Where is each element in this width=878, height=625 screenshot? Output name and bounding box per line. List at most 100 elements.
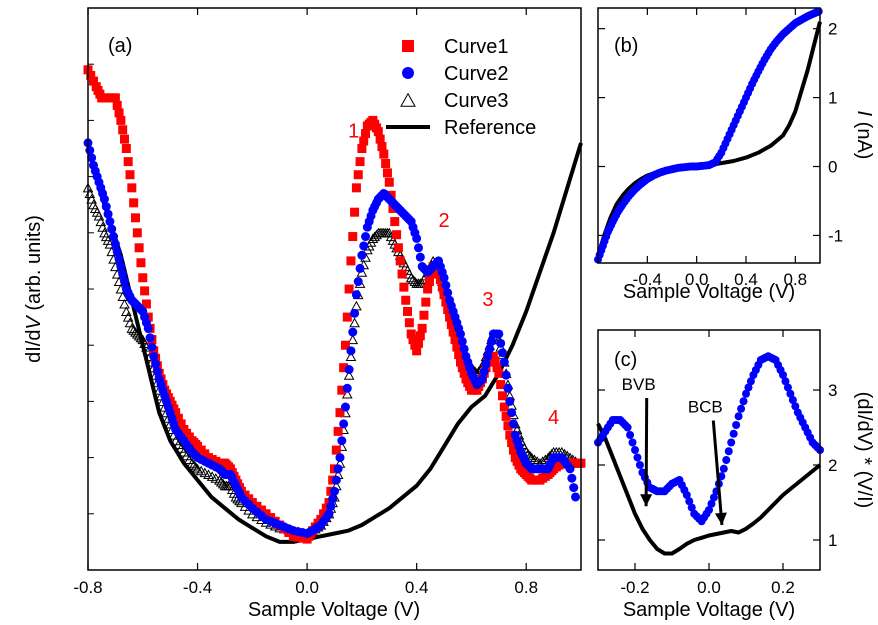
panel-b-y-axis-label: I (nA): [853, 111, 875, 160]
marker-blue: [685, 497, 694, 506]
marker-curve2: [494, 329, 504, 339]
marker-curve1: [488, 351, 498, 361]
peak-label: 3: [482, 289, 493, 311]
marker-curve1: [507, 438, 517, 448]
marker-curve1: [403, 306, 413, 316]
marker-curve1: [114, 108, 124, 118]
marker-blue: [734, 412, 743, 421]
marker-blue: [623, 423, 632, 432]
marker-curve2: [483, 351, 493, 361]
y-tick-label: 2: [828, 456, 837, 475]
marker-curve1: [346, 256, 356, 266]
marker-curve2: [412, 233, 422, 243]
marker-curve1: [401, 295, 411, 305]
marker-curve2: [455, 329, 465, 339]
marker-curve1: [459, 368, 469, 378]
series-line-black: [596, 422, 822, 556]
marker-curve2: [116, 262, 126, 272]
marker-curve2: [346, 346, 356, 356]
panel-c-annotations: BVB BCB: [622, 375, 727, 526]
marker-curve2: [503, 383, 513, 393]
marker-curve2: [87, 153, 97, 163]
marker-blue: [727, 438, 736, 447]
marker-curve1: [112, 100, 122, 110]
marker-curve2: [569, 483, 579, 493]
marker-curve1: [419, 310, 429, 320]
marker-curve2: [487, 336, 497, 346]
marker-curve2: [145, 333, 155, 343]
panel-c-label: (c): [614, 349, 637, 371]
legend-marker: [402, 40, 414, 52]
marker-curve3: [351, 300, 362, 311]
marker-curve2: [110, 239, 120, 249]
marker-curve3: [215, 476, 227, 487]
y-tick-label: -1: [828, 226, 843, 245]
marker-curve1: [337, 385, 347, 395]
marker-curve1: [110, 93, 120, 103]
marker-curve1: [499, 402, 509, 412]
marker-curve3: [130, 327, 141, 337]
marker-curve3: [97, 222, 108, 232]
marker-curve1: [353, 170, 363, 180]
marker-curve1: [443, 305, 453, 315]
marker-curve2: [324, 509, 334, 519]
series-line-reference: [91, 142, 583, 544]
marker-curve2: [331, 475, 341, 485]
marker-curve1: [452, 342, 462, 352]
annotation-arrow: [711, 420, 724, 526]
marker-curve2: [571, 492, 581, 502]
marker-curve3: [347, 334, 359, 345]
marker-curve2: [328, 494, 338, 504]
marker-curve2: [149, 351, 159, 361]
marker-blue: [791, 402, 800, 411]
peak-label: 1: [348, 120, 359, 142]
annotation-label: BCB: [688, 398, 723, 417]
marker-blue: [682, 491, 691, 499]
marker-blue: [705, 506, 713, 514]
marker-curve2: [497, 348, 507, 358]
marker-curve2: [415, 252, 425, 262]
marker-curve2: [333, 464, 343, 474]
marker-curve2: [508, 419, 518, 429]
marker-curve2: [459, 344, 469, 354]
marker-curve1: [344, 284, 354, 294]
marker-curve3: [128, 325, 139, 335]
x-tick-label: 0.2: [771, 578, 795, 597]
marker-curve1: [423, 284, 433, 294]
marker-curve2: [501, 370, 511, 380]
y-tick-label: 1: [828, 531, 837, 550]
marker-curve2: [118, 269, 128, 279]
marker-curve2: [496, 338, 506, 348]
marker-curve1: [508, 445, 518, 455]
marker-curve2: [107, 224, 117, 234]
marker-curve2: [103, 209, 113, 219]
marker-curve2: [114, 254, 124, 264]
marker-blue: [742, 389, 750, 398]
marker-curve3: [84, 188, 96, 199]
marker-curve2: [479, 366, 489, 376]
marker-curve1: [361, 129, 371, 139]
marker-curve1: [408, 335, 418, 345]
marker-blue: [633, 453, 642, 462]
marker-curve1: [321, 503, 331, 513]
marker-curve1: [348, 232, 358, 242]
marker-curve1: [384, 177, 394, 187]
marker-blue: [786, 389, 795, 398]
peak-label: 4: [548, 407, 559, 429]
marker-curve2: [337, 436, 347, 446]
marker-curve1: [492, 363, 502, 373]
marker-curve1: [379, 149, 389, 159]
marker-curve1: [134, 243, 144, 253]
marker-curve2: [355, 263, 365, 273]
marker-curve1: [116, 115, 126, 125]
x-tick-label: 0.8: [514, 578, 538, 597]
marker-curve1: [457, 363, 467, 373]
marker-curve1: [340, 340, 350, 350]
marker-curve1: [86, 70, 96, 80]
y-tick-label: 3: [828, 381, 837, 400]
marker-curve2: [413, 243, 423, 253]
marker-curve1: [448, 327, 458, 337]
x-tick-label: -0.2: [620, 578, 649, 597]
